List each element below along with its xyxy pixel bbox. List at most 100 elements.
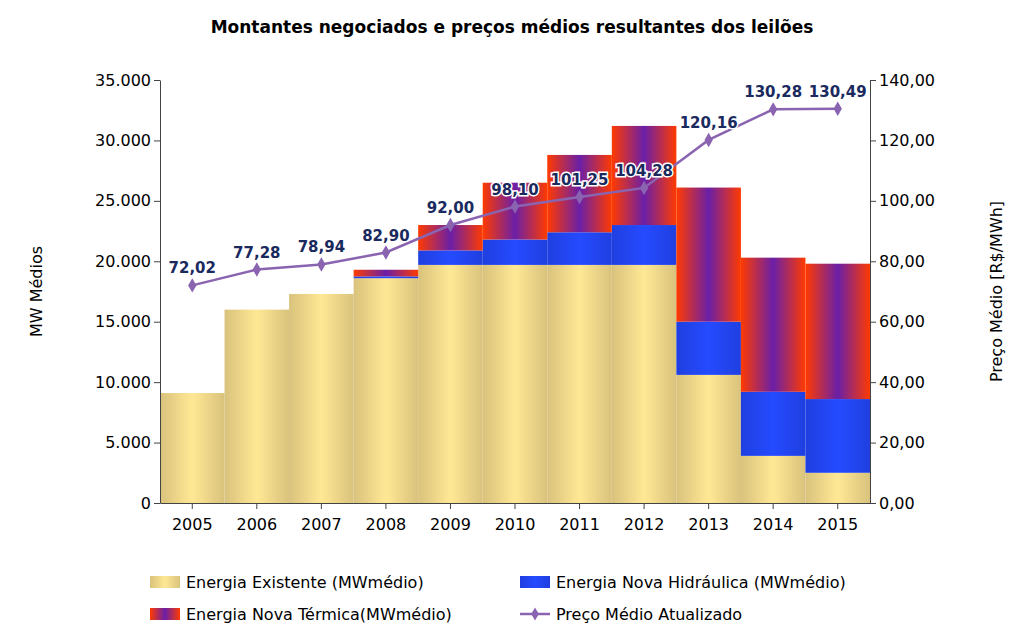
tick: 30.000 (95, 131, 160, 150)
legend-item: Energia Nova Hidráulica (MWmédio) (520, 573, 846, 592)
tick: 10.000 (95, 373, 160, 392)
tick-label: 2012 (624, 515, 665, 534)
tick-mark (321, 503, 322, 509)
tick-mark (870, 80, 876, 81)
bar (676, 375, 741, 503)
data-label: 82,90 (362, 227, 409, 245)
tick-mark (708, 503, 709, 509)
tick-mark (450, 503, 451, 509)
legend: Energia Existente (MWmédio) Energia Nova … (150, 573, 846, 624)
marker (317, 257, 325, 271)
data-label: 130,49 (809, 83, 867, 101)
bar (289, 293, 354, 294)
legend-swatch (150, 576, 180, 588)
y-axis: 05.00010.00015.00020.00025.00030.00035.0… (95, 71, 160, 513)
marker (188, 278, 196, 292)
bar (354, 276, 419, 278)
tick-mark (579, 503, 580, 509)
tick-mark (644, 503, 645, 509)
bar-series (354, 225, 870, 473)
tick-mark (154, 322, 160, 323)
axis-line (870, 81, 871, 504)
tick-label: 30.000 (95, 131, 151, 150)
bar (547, 265, 612, 503)
bar (225, 309, 290, 310)
tick: 120,00 (870, 131, 935, 150)
tick-label: 2011 (559, 515, 600, 534)
tick: 25.000 (95, 191, 160, 210)
bar (612, 225, 677, 265)
tick-mark (773, 503, 774, 509)
tick: 0 (141, 494, 160, 513)
data-label: 101,25 (551, 171, 609, 189)
tick: 140,00 (870, 71, 935, 90)
bar (805, 399, 870, 473)
tick-label: 20,00 (879, 433, 925, 452)
tick-label: 80,00 (879, 252, 925, 271)
plot: 72,0277,2878,9482,9092,0098,10101,25104,… (95, 71, 935, 534)
tick-label: 140,00 (879, 71, 935, 90)
bar (418, 250, 483, 265)
tick-label: 2007 (301, 515, 342, 534)
tick-mark (870, 261, 876, 262)
tick: 2015 (817, 503, 858, 534)
bar-series (354, 126, 870, 399)
legend-marker (531, 607, 539, 620)
tick-mark (154, 443, 160, 444)
tick-mark (192, 503, 193, 509)
tick-mark (154, 140, 160, 141)
tick: 2007 (301, 503, 342, 534)
tick: 0,00 (870, 494, 915, 513)
tick-mark (870, 322, 876, 323)
legend-label: Energia Existente (MWmédio) (186, 573, 424, 592)
data-label: 130,28 (744, 83, 802, 101)
line (192, 109, 837, 286)
bar (289, 294, 354, 503)
bar (483, 265, 548, 503)
tick-label: 100,00 (879, 191, 935, 210)
bar (612, 265, 677, 503)
tick-mark (154, 261, 160, 262)
tick: 2012 (624, 503, 665, 534)
marker (253, 262, 261, 276)
legend-swatch (150, 608, 180, 620)
tick-label: 2015 (817, 515, 858, 534)
tick: 2010 (495, 503, 536, 534)
tick-label: 2005 (172, 515, 213, 534)
tick-label: 2006 (236, 515, 277, 534)
bar (612, 126, 677, 225)
bar (354, 270, 419, 277)
bar (418, 265, 483, 503)
bar (547, 232, 612, 265)
tick-mark (154, 80, 160, 81)
tick-mark (870, 201, 876, 202)
bar (225, 310, 290, 503)
tick: 2013 (688, 503, 729, 534)
tick: 2008 (366, 503, 407, 534)
tick: 100,00 (870, 191, 935, 210)
legend-label: Preço Médio Atualizado (556, 605, 742, 624)
legend-item: Energia Nova Térmica(MWmédio) (150, 605, 452, 624)
tick-mark (515, 503, 516, 509)
tick-mark (154, 503, 160, 504)
bar (741, 392, 806, 456)
tick-label: 2014 (753, 515, 794, 534)
bar (805, 473, 870, 503)
axis-line (160, 81, 161, 504)
tick-label: 2013 (688, 515, 729, 534)
tick-mark (385, 503, 386, 509)
tick: 2006 (236, 503, 277, 534)
tick: 2005 (172, 503, 213, 534)
marks (160, 102, 870, 503)
marker (511, 199, 519, 213)
y-axis-title: MW Médios (27, 246, 46, 337)
chart: 72,0277,2878,9482,9092,0098,10101,25104,… (0, 0, 1024, 639)
tick: 2011 (559, 503, 600, 534)
x-axis: 2005200620072008200920102011201220132014… (161, 503, 871, 534)
bar (676, 322, 741, 375)
tick-mark (256, 503, 257, 509)
tick-mark (837, 503, 838, 509)
legend-label: Energia Nova Hidráulica (MWmédio) (556, 573, 846, 592)
tick-label: 25.000 (95, 191, 151, 210)
bar (289, 293, 354, 294)
